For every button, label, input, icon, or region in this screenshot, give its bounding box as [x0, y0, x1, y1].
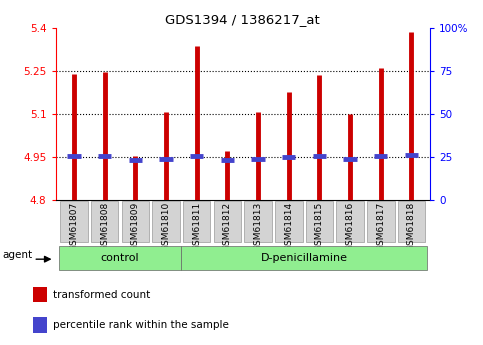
FancyBboxPatch shape [91, 201, 118, 242]
FancyBboxPatch shape [244, 201, 272, 242]
Text: GSM61808: GSM61808 [100, 202, 109, 251]
FancyBboxPatch shape [336, 201, 364, 242]
FancyBboxPatch shape [183, 201, 211, 242]
FancyBboxPatch shape [306, 201, 333, 242]
Text: GSM61812: GSM61812 [223, 202, 232, 251]
Text: GSM61813: GSM61813 [254, 202, 263, 251]
FancyBboxPatch shape [275, 201, 302, 242]
Text: GSM61810: GSM61810 [161, 202, 170, 251]
Text: GSM61815: GSM61815 [315, 202, 324, 251]
Text: percentile rank within the sample: percentile rank within the sample [53, 320, 229, 330]
Bar [33, 317, 47, 333]
FancyBboxPatch shape [367, 201, 395, 242]
Text: GSM61816: GSM61816 [346, 202, 355, 251]
FancyBboxPatch shape [152, 201, 180, 242]
Bar [181, 246, 427, 269]
FancyBboxPatch shape [398, 201, 425, 242]
FancyBboxPatch shape [60, 201, 88, 242]
Title: GDS1394 / 1386217_at: GDS1394 / 1386217_at [165, 13, 320, 27]
FancyBboxPatch shape [213, 201, 241, 242]
Bar [33, 287, 47, 302]
Text: GSM61811: GSM61811 [192, 202, 201, 251]
Text: agent: agent [3, 250, 33, 260]
Text: transformed count: transformed count [53, 290, 150, 299]
Text: GSM61807: GSM61807 [70, 202, 78, 251]
Text: GSM61809: GSM61809 [131, 202, 140, 251]
Text: GSM61817: GSM61817 [376, 202, 385, 251]
Bar [58, 246, 181, 269]
Text: D-penicillamine: D-penicillamine [260, 253, 348, 263]
Text: GSM61814: GSM61814 [284, 202, 293, 251]
Text: control: control [100, 253, 139, 263]
Text: GSM61818: GSM61818 [407, 202, 416, 251]
FancyBboxPatch shape [122, 201, 149, 242]
